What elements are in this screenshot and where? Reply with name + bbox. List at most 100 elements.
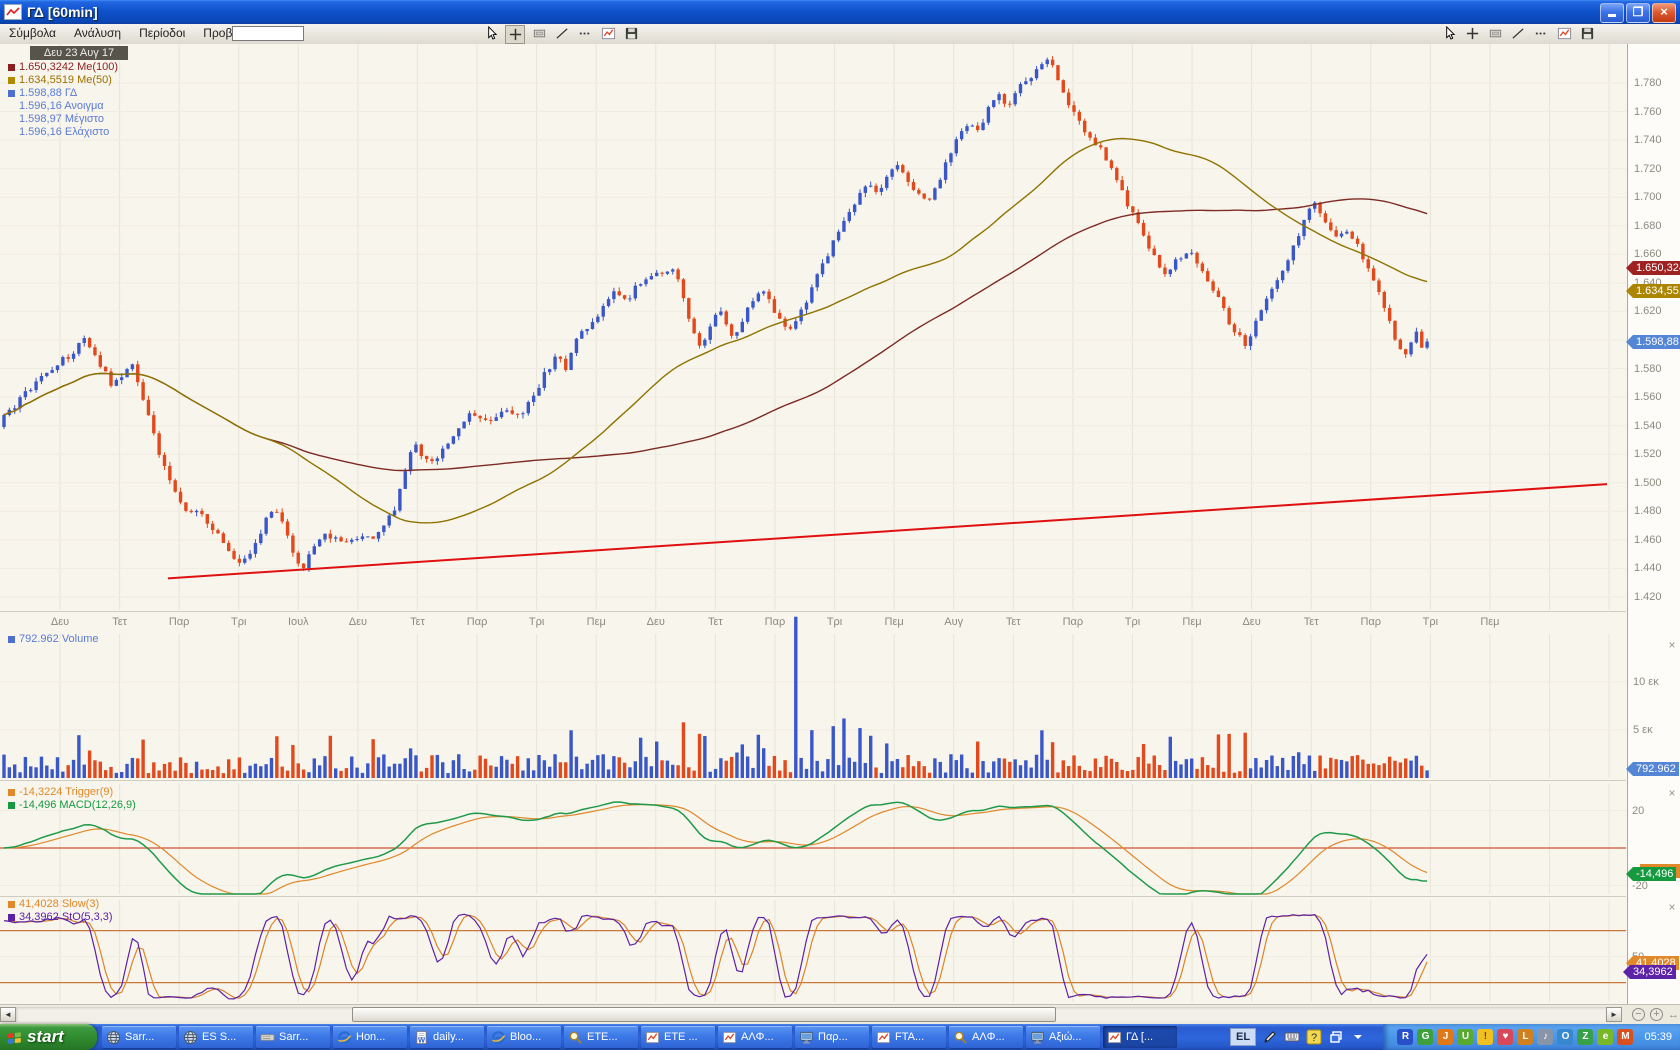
price-tag-1.598,88: 1.598,88 bbox=[1626, 334, 1680, 349]
task-button-1[interactable]: Sarr... bbox=[102, 1026, 176, 1048]
scroll-left-arrow[interactable]: ◄ bbox=[0, 1007, 16, 1022]
task-button-12[interactable]: ΑΛΦ... bbox=[949, 1026, 1023, 1048]
keyboard-icon[interactable] bbox=[1284, 1029, 1300, 1045]
volume-tag: 792.962 bbox=[1626, 762, 1679, 777]
tray-icon-12[interactable]: M bbox=[1617, 1029, 1634, 1045]
volume-panel-close-icon[interactable]: × bbox=[1668, 638, 1676, 652]
menu-item-3[interactable]: Περίοδοι bbox=[139, 26, 186, 40]
x-axis-label-9: Τρι bbox=[528, 616, 545, 628]
legend-row-2-text: 1.634,5519 Me(50) bbox=[19, 74, 112, 86]
x-axis-label-3: Παρ bbox=[168, 616, 190, 628]
macd-legend-row-2-text: -14,496 MACD(12,26,9) bbox=[19, 799, 136, 811]
restore-window-icon[interactable] bbox=[1328, 1029, 1344, 1045]
tray-icon-4[interactable]: U bbox=[1457, 1029, 1474, 1045]
scroll-right-arrow[interactable]: ► bbox=[1606, 1007, 1622, 1022]
task-button-14[interactable]: ΓΔ [... bbox=[1103, 1026, 1177, 1048]
task-button-4[interactable]: Hon... bbox=[333, 1026, 407, 1048]
task-button-label: ETE ... bbox=[664, 1031, 698, 1043]
zoom-in-button[interactable]: + bbox=[1650, 1008, 1663, 1021]
start-button[interactable]: start bbox=[0, 1024, 97, 1050]
tool-cursor-icon[interactable] bbox=[1440, 25, 1458, 42]
x-axis-label-18: Παρ bbox=[1062, 616, 1084, 628]
x-axis-label-16: Αυγ bbox=[944, 616, 964, 628]
price-tick-1.700: 1.700 bbox=[1634, 191, 1662, 204]
task-button-label: ΑΛΦ... bbox=[741, 1031, 774, 1043]
tool-rect-select-icon[interactable] bbox=[1486, 25, 1504, 42]
task-button-3[interactable]: Sarr... bbox=[256, 1026, 330, 1048]
tool-dotted-line-icon[interactable] bbox=[576, 25, 594, 42]
title-bar: ΓΔ [60min] ❐ × bbox=[0, 0, 1680, 24]
toolbar-icon bbox=[260, 1030, 275, 1045]
tray-icon-10[interactable]: Z bbox=[1577, 1029, 1594, 1045]
trendline[interactable] bbox=[167, 483, 1608, 580]
menu-item-2[interactable]: Ανάλυση bbox=[74, 26, 122, 40]
svg-text:W: W bbox=[418, 1035, 426, 1044]
tray-icon-5[interactable]: ! bbox=[1477, 1029, 1494, 1045]
tool-chart-icon[interactable] bbox=[1555, 25, 1573, 42]
pen-icon[interactable] bbox=[1262, 1029, 1278, 1045]
stoch-panel-close-icon[interactable]: × bbox=[1668, 900, 1676, 914]
symbol-input[interactable] bbox=[232, 26, 304, 41]
macd-tick-20: 20 bbox=[1632, 804, 1645, 817]
task-button-8[interactable]: ETE ... bbox=[641, 1026, 715, 1048]
tray-icon-9[interactable]: O bbox=[1557, 1029, 1574, 1045]
tool-cursor-icon[interactable] bbox=[482, 25, 500, 42]
x-axis-label-7: Τετ bbox=[410, 616, 425, 628]
price-tick-1.740: 1.740 bbox=[1634, 134, 1662, 147]
task-button-11[interactable]: FTA... bbox=[872, 1026, 946, 1048]
task-button-label: daily... bbox=[433, 1031, 464, 1043]
toolbar-right bbox=[1440, 25, 1596, 42]
windows-flag-icon bbox=[7, 1030, 22, 1045]
menu-bar: Σύμβολα Ανάλυση Περίοδοι Προβολή bbox=[0, 24, 1680, 45]
tool-save-icon[interactable] bbox=[1578, 25, 1596, 42]
task-button-label: Αξιώ... bbox=[1049, 1031, 1082, 1043]
task-button-10[interactable]: Παρ... bbox=[795, 1026, 869, 1048]
tool-save-icon[interactable] bbox=[622, 25, 640, 42]
tray-icon-6[interactable]: ♥ bbox=[1497, 1029, 1514, 1045]
tray-icon-2[interactable]: G bbox=[1417, 1029, 1434, 1045]
horizontal-scrollbar: ◄ ► − + ↔ bbox=[0, 1004, 1680, 1025]
task-button-7[interactable]: ETE... bbox=[564, 1026, 638, 1048]
help-icon[interactable]: ? bbox=[1306, 1029, 1322, 1045]
task-button-13[interactable]: Αξιώ... bbox=[1026, 1026, 1100, 1048]
task-button-label: ES S... bbox=[202, 1031, 237, 1043]
tray-icon-8[interactable]: ♪ bbox=[1537, 1029, 1554, 1045]
stoch-legend-row-1-text: 41,4028 Slow(3) bbox=[19, 898, 100, 910]
macd-panel-close-icon[interactable]: × bbox=[1668, 786, 1676, 800]
task-button-2[interactable]: ES S... bbox=[179, 1026, 253, 1048]
tool-crosshair-icon[interactable] bbox=[1463, 25, 1481, 42]
tool-trendline-icon[interactable] bbox=[1509, 25, 1527, 42]
x-axis-label-1: Δευ bbox=[50, 616, 70, 628]
close-button[interactable]: × bbox=[1652, 3, 1676, 23]
tool-chart-icon[interactable] bbox=[599, 25, 617, 42]
chart-icon bbox=[876, 1030, 891, 1045]
tray-icon-7[interactable]: L bbox=[1517, 1029, 1534, 1045]
scrollbar-thumb[interactable] bbox=[352, 1007, 1056, 1022]
volume-legend: 792.962 Volume bbox=[8, 633, 99, 645]
tool-crosshair-icon[interactable] bbox=[505, 25, 525, 44]
zoom-out-button[interactable]: − bbox=[1632, 1008, 1645, 1021]
legend-row-3-text: 1.598,88 ΓΔ bbox=[19, 87, 78, 99]
macd-tag-arrow bbox=[1626, 867, 1633, 881]
restore-button[interactable]: ❐ bbox=[1626, 3, 1650, 23]
language-indicator[interactable]: EL bbox=[1230, 1028, 1257, 1046]
tool-rect-select-icon[interactable] bbox=[530, 25, 548, 42]
window-title: ΓΔ [60min] bbox=[27, 4, 98, 20]
task-button-9[interactable]: ΑΛΦ... bbox=[718, 1026, 792, 1048]
chevron-down-icon[interactable] bbox=[1350, 1029, 1366, 1045]
tool-dotted-line-icon[interactable] bbox=[1532, 25, 1550, 42]
fit-width-button[interactable]: ↔ bbox=[1668, 1008, 1679, 1021]
price-tick-1.760: 1.760 bbox=[1634, 105, 1662, 118]
menu-item-1[interactable]: Σύμβολα bbox=[9, 26, 56, 40]
tool-trendline-icon[interactable] bbox=[553, 25, 571, 42]
tray-icon-3[interactable]: J bbox=[1437, 1029, 1454, 1045]
task-button-label: ETE... bbox=[587, 1031, 618, 1043]
macd-tick--20: -20 bbox=[1632, 879, 1648, 892]
tray-icon-1[interactable]: R bbox=[1397, 1029, 1414, 1045]
volume-tick-10: 10 εκ bbox=[1633, 676, 1659, 688]
minimize-button[interactable] bbox=[1600, 3, 1624, 23]
task-button-6[interactable]: Bloo... bbox=[487, 1026, 561, 1048]
tray-icon-11[interactable]: e bbox=[1597, 1029, 1614, 1045]
